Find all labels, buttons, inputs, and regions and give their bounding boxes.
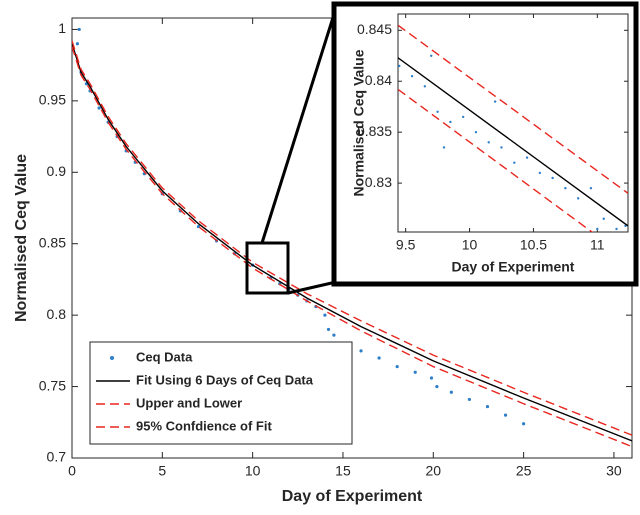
y-tick-label: 0.9 <box>47 163 67 179</box>
data-point <box>77 27 81 32</box>
data-point <box>503 413 508 417</box>
data-point <box>410 74 414 78</box>
confidence-line <box>398 24 628 194</box>
y-tick-label: 1 <box>58 20 66 36</box>
x-tick-label: 5 <box>158 463 166 479</box>
data-point <box>596 227 599 231</box>
series-group <box>72 27 632 448</box>
y-tick-label: 0.85 <box>39 234 66 250</box>
y-tick-label: 0.95 <box>39 92 66 108</box>
x-axis-title: Day of Experiment <box>282 488 423 505</box>
x-tick-label: 10 <box>245 463 261 479</box>
zoom-connector <box>260 7 338 244</box>
data-point <box>332 333 336 337</box>
y-tick-label: 0.8 <box>47 306 67 322</box>
legend-label: Upper and Lower <box>136 395 242 410</box>
x-tick-label: 20 <box>426 463 442 479</box>
data-point <box>522 422 526 426</box>
y-tick-label: 0.84 <box>365 72 392 88</box>
zoom-box <box>245 241 290 295</box>
data-point <box>615 227 618 231</box>
data-point <box>442 146 446 149</box>
confidence-line <box>72 40 632 436</box>
data-point <box>449 120 452 124</box>
y-tick-label: 0.83 <box>365 174 392 190</box>
confidence-line <box>398 88 594 232</box>
y-tick-label: 0.7 <box>47 449 67 465</box>
y-axis-title: Normalised Ceq Value <box>13 154 30 322</box>
data-point <box>377 356 381 360</box>
data-point <box>423 85 427 88</box>
x-tick-label: 30 <box>606 463 622 479</box>
data-point <box>564 186 567 190</box>
y-tick-label: 0.845 <box>357 21 392 37</box>
data-point <box>436 110 439 113</box>
legend-box <box>89 341 353 445</box>
x-tick-label: 25 <box>516 463 532 479</box>
data-point <box>474 130 478 134</box>
series-group <box>398 24 628 232</box>
legend-swatch <box>110 356 114 360</box>
legend-label: Ceq Data <box>136 349 193 364</box>
data-point <box>413 370 417 374</box>
x-tick-label: 10 <box>462 237 478 253</box>
data-point <box>398 64 401 68</box>
data-point <box>323 313 327 317</box>
plot-area <box>397 13 629 233</box>
x-tick-label: 11 <box>590 237 605 253</box>
data-point <box>576 197 580 200</box>
data-point <box>435 384 439 389</box>
x-tick-label: 0 <box>68 463 76 479</box>
data-point <box>485 404 490 409</box>
data-point <box>538 171 542 175</box>
data-point <box>326 327 331 332</box>
fit-line <box>398 57 628 227</box>
y-tick-label: 0.75 <box>39 377 66 393</box>
data-point <box>97 106 101 110</box>
data-point <box>75 42 80 46</box>
confidence-line <box>72 46 632 448</box>
x-axis-title: Day of Experiment <box>452 259 575 275</box>
data-point <box>589 186 593 190</box>
inset-plot: 9.5 10 10.5 11 0.83 0.835 0.84 0.845 Day of Expe… <box>351 13 629 275</box>
y-tick-label: 0.835 <box>357 123 392 139</box>
data-point <box>429 376 434 380</box>
zoom-connector <box>287 280 337 295</box>
fit-line <box>72 43 632 442</box>
data-point <box>461 115 465 119</box>
data-point <box>513 161 516 164</box>
x-tick-label: 15 <box>335 463 351 479</box>
legend-label: Fit Using 6 Days of Ceq Data <box>136 372 314 387</box>
data-point <box>525 156 529 159</box>
data-point <box>449 390 453 394</box>
legend-label: 95% Confdience of Fit <box>136 418 272 433</box>
data-point <box>500 146 503 149</box>
y-axis-title: Normalised Ceq Value <box>351 49 367 196</box>
data-point <box>602 217 605 220</box>
x-tick-label: 9.5 <box>396 237 416 253</box>
data-point <box>430 54 433 57</box>
x-tick-label: 10.5 <box>520 237 547 253</box>
data-point <box>467 397 472 402</box>
data-point <box>551 176 554 180</box>
data-point <box>487 141 490 144</box>
data-point <box>493 100 497 103</box>
data-point <box>359 349 363 353</box>
data-point <box>395 364 399 369</box>
